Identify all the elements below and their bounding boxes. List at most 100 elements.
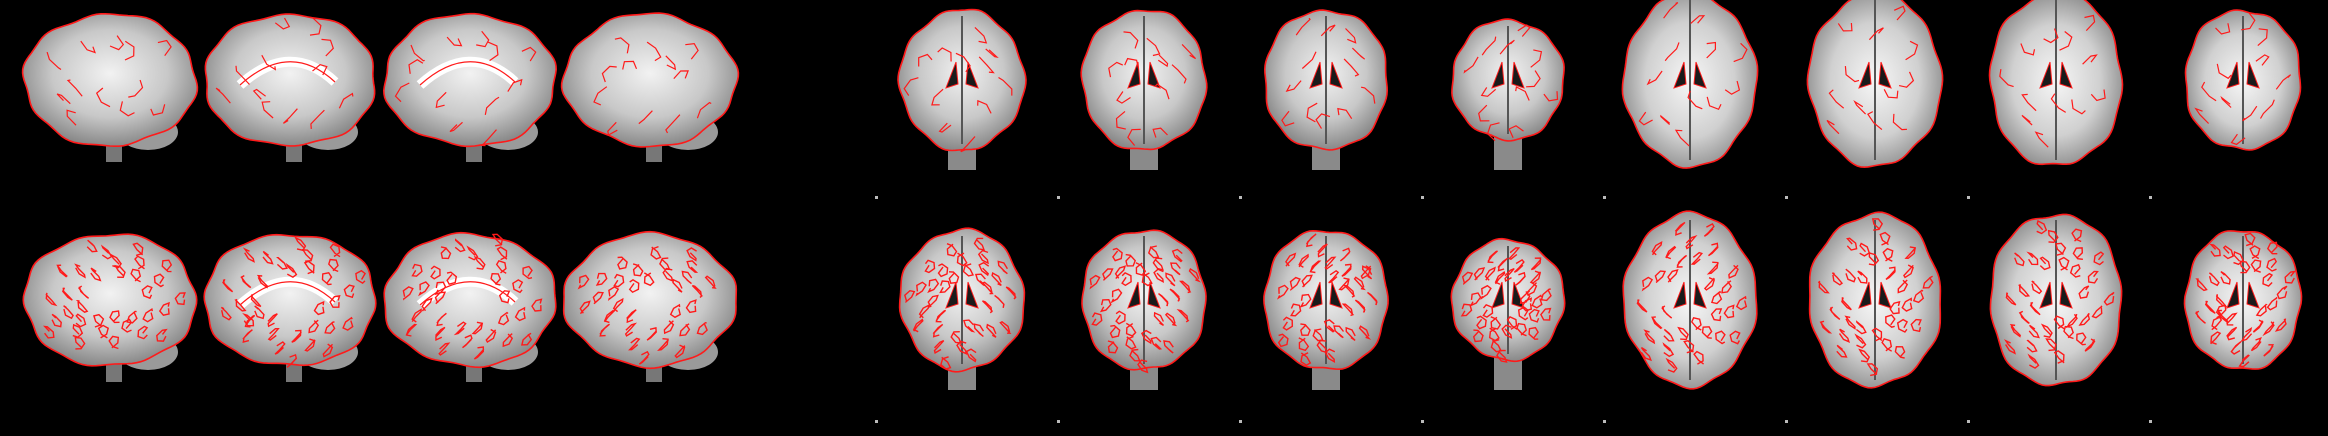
contour-squiggle: [1163, 340, 1174, 354]
contour-squiggle: [931, 88, 944, 106]
contour-squiggle: [1515, 86, 1530, 101]
contour-squiggle: [1109, 324, 1121, 339]
ventricles: [1673, 281, 1707, 309]
contour-squiggle: [2076, 332, 2087, 346]
contour-squiggle: [955, 52, 971, 73]
scale-tick: [2149, 420, 2152, 423]
contour-squiggle: [1706, 96, 1722, 111]
contour-squiggle: [613, 273, 625, 288]
contour-squiggle: [1710, 291, 1723, 305]
contour-squiggle: [2050, 93, 2067, 113]
contour-squiggle: [1472, 329, 1484, 343]
contour-squiggle: [328, 258, 339, 273]
contour-squiggle: [1841, 297, 1852, 311]
contour-squiggle: [97, 324, 110, 339]
contour-squiggle: [628, 337, 641, 351]
contour-squiggle: [1519, 290, 1531, 305]
contour-squiggle: [355, 269, 367, 284]
contour-squiggle: [1091, 312, 1103, 326]
contour-squiggle: [2250, 337, 2262, 352]
contour-squiggle: [1285, 80, 1302, 93]
contour-squiggle: [1360, 86, 1376, 104]
contour-squiggle: [338, 92, 354, 109]
contour-squiggle: [410, 44, 425, 62]
contour-squiggle: [1354, 299, 1366, 313]
contour-squiggle: [446, 36, 463, 47]
contour-squiggle: [2026, 339, 2038, 353]
contour-squiggle: [986, 323, 997, 338]
ventricles: [1127, 281, 1161, 309]
contour-squiggle: [946, 243, 958, 257]
contour-squiggle: [63, 305, 74, 320]
contour-squiggle: [1708, 242, 1719, 257]
contour-squiggle: [939, 280, 951, 294]
contour-squiggle: [2039, 256, 2051, 271]
contour-squiggle: [1508, 247, 1521, 260]
contour-squiggle: [291, 329, 302, 343]
contour-squiggle: [1879, 231, 1891, 246]
contour-squiggle: [1898, 71, 1915, 88]
contour-squiggle: [1152, 257, 1164, 271]
contour-squiggle: [962, 263, 975, 277]
brain-outline: [382, 12, 558, 148]
contour-squiggle: [927, 278, 940, 294]
contour-squiggle: [991, 272, 1002, 287]
contour-squiggle: [1488, 327, 1500, 342]
brain-outline: [562, 230, 738, 370]
contour-squiggle: [2028, 324, 2040, 339]
contour-squiggle: [1367, 291, 1378, 306]
contour-squiggle: [1487, 250, 1498, 264]
contour-squiggle: [411, 263, 423, 277]
contour-squiggle: [1735, 295, 1748, 311]
contour-squiggle: [614, 37, 630, 54]
contour-squiggle: [498, 290, 511, 304]
contour-squiggle: [220, 306, 232, 321]
contour-squiggle: [663, 320, 675, 335]
contour-squiggle: [1893, 5, 1906, 21]
contour-squiggle: [1660, 114, 1671, 125]
ventricles: [1491, 61, 1525, 89]
contour-squiggle: [1285, 252, 1297, 267]
contour-squiggle: [998, 76, 1013, 96]
contour-squiggle: [480, 129, 497, 147]
ventricles: [2039, 61, 2073, 89]
contour-squiggle: [665, 114, 681, 134]
brain-outline: [560, 12, 740, 148]
corpus-callosum-contour: [239, 281, 336, 306]
contour-squiggle: [1158, 293, 1169, 307]
brain-slice-panel-axial: [2149, 9, 2302, 199]
scale-tick: [1421, 420, 1424, 423]
brain-outline: [22, 233, 198, 367]
contour-squiggle: [1295, 17, 1311, 36]
contour-squiggle: [1685, 235, 1698, 250]
contour-squiggle: [2195, 278, 2208, 292]
contour-squiggle: [1484, 266, 1496, 281]
contour-squiggle: [240, 274, 252, 289]
contour-squiggle: [1341, 263, 1352, 277]
contour-squiggle: [473, 255, 486, 270]
contour-squiggle: [150, 104, 166, 116]
contour-squiggle: [158, 301, 170, 316]
brain-outline: [203, 233, 377, 367]
contour-squiggle: [1099, 298, 1112, 313]
contour-squiggle: [1481, 36, 1497, 56]
contour-squiggle: [1152, 127, 1168, 138]
contour-squiggle: [421, 297, 433, 312]
contour-squiggle: [132, 242, 144, 257]
contour-squiggle: [2284, 270, 2296, 284]
contour-squiggle: [1676, 254, 1688, 268]
contour-squiggle: [927, 294, 939, 309]
contour-squiggle: [1540, 307, 1552, 321]
contour-squiggle: [2031, 280, 2043, 295]
contour-squiggle: [1894, 345, 1906, 359]
contour-squiggle: [1171, 64, 1187, 84]
contour-squiggle: [1721, 280, 1733, 294]
contour-squiggle: [1169, 288, 1181, 302]
contour-squiggle: [973, 323, 985, 338]
contour-squiggle: [1650, 316, 1663, 330]
ventricles: [1309, 281, 1343, 309]
contour-squiggle: [696, 101, 712, 119]
contour-squiggle: [918, 304, 930, 319]
contour-squiggle: [2266, 296, 2278, 311]
contour-squiggle: [174, 292, 186, 306]
